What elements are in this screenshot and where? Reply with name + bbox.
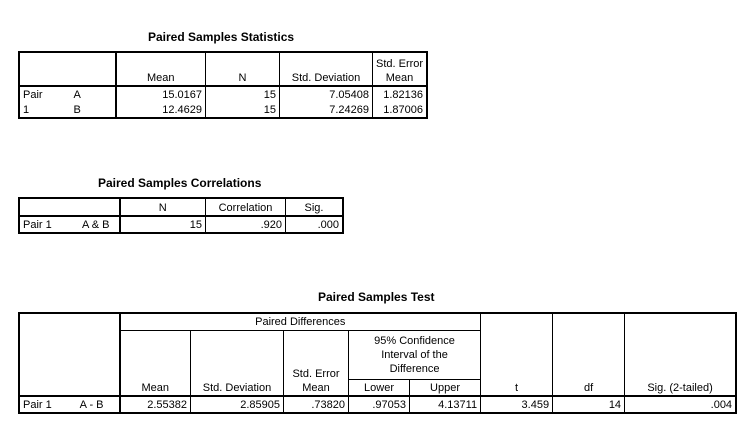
test-lower: .97053 [348, 395, 410, 413]
test-mean: 2.55382 [119, 395, 191, 413]
corr-sig: .000 [285, 215, 343, 233]
stats-table: Mean N Std. Deviation Std. Error Mean Pai… [18, 51, 428, 119]
stats-title: Paired Samples Statistics [148, 30, 295, 44]
test-header-mean: Mean [119, 330, 191, 397]
stats-b-sem: 1.87006 [372, 101, 427, 118]
stats-a-n: 15 [205, 85, 280, 102]
test-header-lower: Lower [348, 379, 410, 397]
test-sem: .73820 [283, 395, 349, 413]
test-sig: .004 [624, 395, 737, 413]
test-header-sem: Std. Error Mean [283, 330, 349, 397]
stats-pair-number: 1 [19, 101, 70, 118]
test-corner [19, 313, 121, 397]
test-header-paired-differences: Paired Differences [118, 313, 482, 331]
test-header-ci: 95% Confidence Interval of the Differenc… [347, 330, 482, 380]
stats-a-mean: 15.0167 [115, 85, 206, 102]
stats-header-n: N [205, 52, 280, 87]
test-df: 14 [552, 395, 626, 413]
test-title: Paired Samples Test [318, 290, 435, 304]
corr-n: 15 [119, 215, 206, 233]
test-t: 3.459 [480, 395, 554, 413]
stats-pair-label: Pair [19, 85, 70, 102]
test-sd: 2.85905 [190, 395, 284, 413]
corr-header-correlation: Correlation [205, 198, 286, 217]
corr-header-n: N [119, 198, 206, 217]
stats-corner [19, 52, 70, 87]
test-header-sig: Sig. (2-tailed) [624, 313, 737, 397]
corr-title: Paired Samples Correlations [98, 176, 262, 190]
stats-a-sd: 7.05408 [279, 85, 373, 102]
stats-b-n: 15 [205, 101, 280, 118]
corr-header-sig: Sig. [285, 198, 343, 217]
corr-correlation: .920 [205, 215, 286, 233]
test-header-t: t [480, 313, 554, 397]
corr-corner [19, 198, 121, 217]
test-upper: 4.13711 [408, 395, 482, 413]
stats-header-sem: Std. Error Mean [372, 52, 427, 87]
stats-b-mean: 12.4629 [115, 101, 206, 118]
test-header-df: df [552, 313, 626, 397]
test-header-sd: Std. Deviation [190, 330, 284, 397]
stats-b-sd: 7.24269 [279, 101, 373, 118]
test-header-upper: Upper [408, 379, 482, 397]
stats-a-sem: 1.82136 [372, 85, 427, 102]
stats-var-a: A [69, 85, 117, 102]
stats-header-sd: Std. Deviation [279, 52, 373, 87]
test-table: Paired Differences t df Sig. (2-tailed) … [17, 312, 738, 414]
stats-var-b: B [69, 101, 117, 118]
stats-header-mean: Mean [115, 52, 206, 87]
